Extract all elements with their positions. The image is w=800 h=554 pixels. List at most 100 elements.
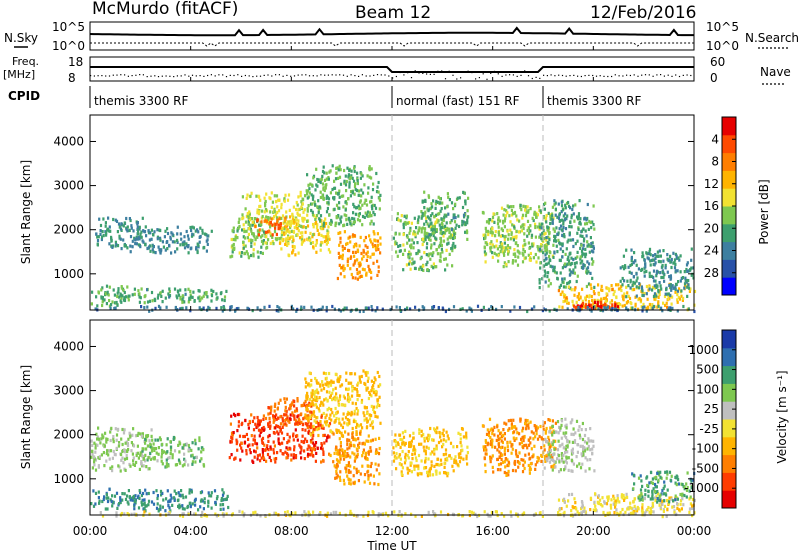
heatmap-cell [448,307,451,311]
heatmap-cell [464,230,467,234]
heatmap-cell [509,418,513,422]
heatmap-cell [100,437,103,441]
heatmap-cell [426,207,429,211]
heatmap-cell [328,221,331,225]
heatmap-cell [354,250,357,254]
heatmap-cell [118,502,121,506]
heatmap-cell [167,292,170,296]
heatmap-cell [139,432,142,436]
heatmap-cell [250,229,253,233]
nsky-panel: 10^5 10^0 10^5 10^0 N.Sky N.Search [4,20,799,53]
heatmap-cell [275,309,278,313]
heatmap-cell [168,506,171,510]
heatmap-cell [361,464,364,468]
nave-dot [633,74,635,76]
heatmap-cell [277,227,280,231]
heatmap-cell [118,225,121,229]
heatmap-cell [499,452,502,456]
heatmap-cell [561,305,564,309]
heatmap-cell [322,450,325,454]
heatmap-cell [176,289,179,293]
heatmap-cell [540,237,543,241]
heatmap-cell [140,460,143,464]
nave-dot [275,74,277,76]
nave-dot [244,74,246,77]
heatmap-cell [301,428,304,432]
heatmap-cell [339,220,342,224]
heatmap-cell [465,434,468,438]
nave-dot [101,75,103,77]
heatmap-cell [364,198,367,202]
heatmap-cell [427,254,430,258]
heatmap-cell [206,242,209,246]
heatmap-cell [187,237,190,241]
heatmap-cell [339,240,342,244]
heatmap-cell [166,450,169,454]
heatmap-cell [207,491,210,495]
heatmap-cell [308,410,312,414]
heatmap-cell [346,443,349,447]
heatmap-cell [269,225,272,229]
heatmap-cell [321,447,324,451]
heatmap-cell [304,428,307,432]
heatmap-cell [256,306,259,310]
heatmap-cell [355,268,359,272]
heatmap-cell [284,400,287,404]
heatmap-cell [129,218,132,223]
heatmap-cell [152,233,155,237]
heatmap-cell [496,457,499,461]
heatmap-cell [657,300,660,304]
heatmap-cell [367,376,370,380]
heatmap-cell [581,251,584,256]
heatmap-cell [608,289,611,293]
heatmap-cell [417,220,420,224]
heatmap-cell [674,282,678,286]
heatmap-cell [525,443,528,447]
heatmap-cell [346,241,349,246]
heatmap-cell [499,468,502,472]
heatmap-cell [162,450,166,454]
heatmap-cell [435,248,438,252]
nave-dot [293,75,296,77]
heatmap-cell [183,463,186,467]
heatmap-cell [431,224,434,228]
heatmap-cell [564,252,567,256]
heatmap-cell [432,227,435,232]
heatmap-cell [571,299,574,303]
heatmap-cell [653,297,656,301]
heatmap-cell [306,447,309,451]
heatmap-cell [442,453,445,457]
heatmap-cell [310,402,313,406]
heatmap-cell [171,503,174,507]
heatmap-cell [518,305,522,310]
heatmap-cell [527,253,530,257]
heatmap-cell [461,307,464,311]
heatmap-cell [108,285,111,289]
heatmap-cell [311,202,314,206]
heatmap-cell [309,202,313,206]
heatmap-cell [90,439,93,443]
heatmap-cell [338,417,341,421]
heatmap-cell [400,214,403,218]
heatmap-cell [146,305,149,309]
heatmap-cell [346,412,349,416]
heatmap-cell [253,416,256,420]
heatmap-cell [572,268,575,272]
heatmap-cell [246,252,249,256]
heatmap-cell [104,221,107,225]
heatmap-cell [260,239,264,243]
heatmap-cell [573,271,576,275]
heatmap-cell [367,477,370,481]
heatmap-cell [331,398,334,402]
heatmap-cell [134,498,137,502]
heatmap-cell [320,413,323,417]
heatmap-cell [150,428,153,432]
heatmap-cell [533,212,536,216]
heatmap-cell [180,306,183,311]
heatmap-cell [669,306,672,310]
heatmap-cell [669,254,672,258]
heatmap-cell [280,247,283,251]
heatmap-cell [417,467,420,471]
heatmap-cell [600,284,603,288]
heatmap-cell [630,302,633,306]
